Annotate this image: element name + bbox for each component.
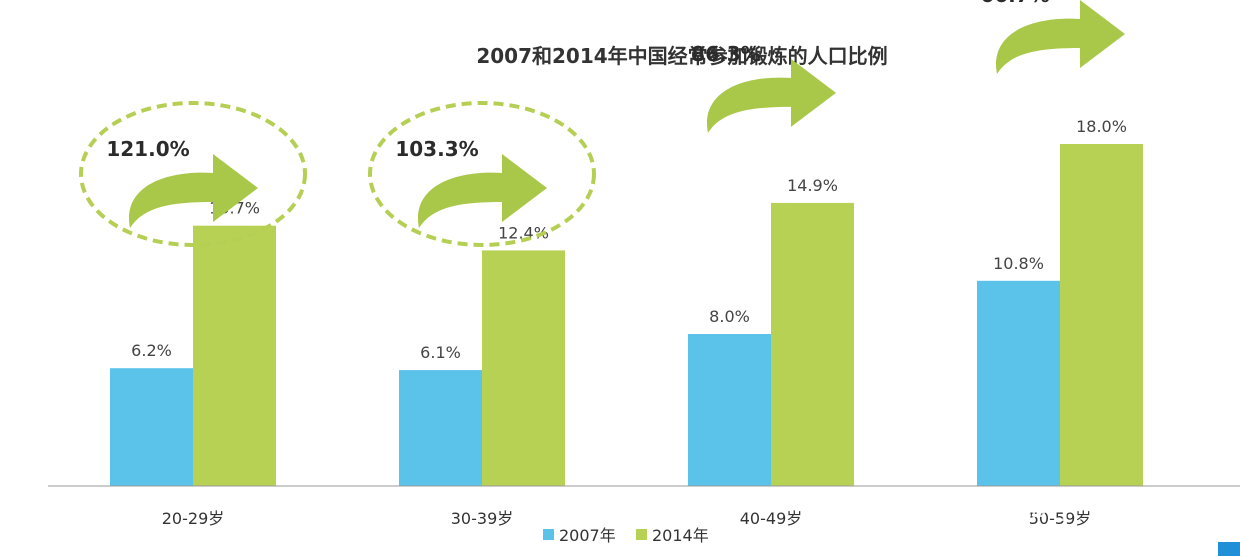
category-label-2: 40-49岁 [740, 509, 803, 528]
chart-marks: 6.2%13.7%20-29岁121.0%6.1%12.4%30-39岁103.… [79, 0, 1143, 528]
value-label-2014-1: 12.4% [498, 223, 549, 242]
legend-swatch-2007 [543, 529, 554, 540]
chart-title: 2007和2014年中国经常参加锻炼的人口比例 [476, 44, 887, 68]
legend-swatch-2014 [636, 529, 647, 540]
bar-2014-1 [482, 250, 565, 486]
bar-2007-3 [977, 280, 1060, 486]
value-label-2007-3: 10.8% [993, 254, 1044, 273]
growth-arrow-2 [706, 58, 836, 133]
legend-label-2014: 2014年 [652, 526, 709, 545]
value-label-2014-2: 14.9% [787, 176, 838, 195]
legend: 2007年 2014年 [543, 526, 709, 545]
value-label-2007-0: 6.2% [131, 341, 172, 360]
highlight-ellipse-1 [368, 101, 596, 247]
highlight-ellipse-0 [79, 101, 307, 247]
growth-label-2: 86.3% [691, 42, 760, 66]
value-label-2014-3: 18.0% [1076, 117, 1127, 136]
category-label-1: 30-39岁 [451, 509, 514, 528]
growth-arrow-0 [128, 154, 258, 228]
growth-arrow-3 [995, 0, 1125, 74]
bar-2014-0 [193, 225, 276, 486]
category-label-0: 20-29岁 [162, 509, 225, 528]
bar-2007-2 [688, 334, 771, 486]
growth-label-0: 121.0% [106, 137, 189, 161]
legend-label-2007: 2007年 [559, 526, 616, 545]
bar-2014-3 [1060, 144, 1143, 486]
watermark: 知乎 @面面 [1014, 487, 1195, 527]
growth-arrow-1 [417, 154, 547, 228]
bar-2007-0 [110, 368, 193, 486]
growth-label-1: 103.3% [395, 137, 478, 161]
bar-2014-2 [771, 202, 854, 486]
bar-2007-1 [399, 370, 482, 486]
value-label-2007-1: 6.1% [420, 343, 461, 362]
value-label-2007-2: 8.0% [709, 307, 750, 326]
corner-accent [1218, 542, 1240, 556]
category-label-3: 50-59岁 [1029, 509, 1092, 528]
growth-label-3: 66.7% [980, 0, 1049, 7]
